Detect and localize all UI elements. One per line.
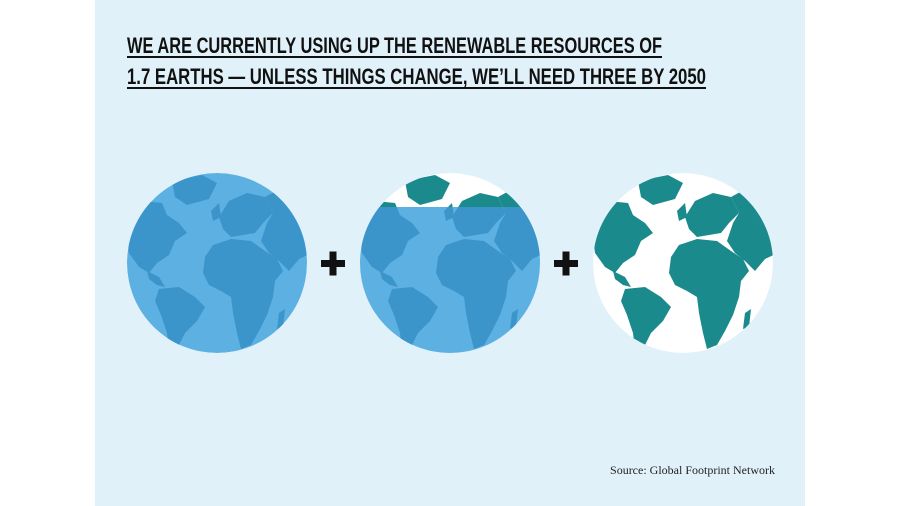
source: Source: Global Footprint Network bbox=[610, 463, 775, 477]
plus-sign bbox=[321, 251, 345, 276]
title-line: WE ARE CURRENTLY USING UP THE RENEWABLE … bbox=[127, 33, 662, 58]
plus-sign bbox=[554, 251, 578, 276]
globe-full bbox=[127, 173, 307, 353]
title-line: 1.7 EARTHS — UNLESS THINGS CHANGE, WE’LL… bbox=[127, 64, 706, 89]
globe-partial bbox=[360, 173, 540, 353]
globe-empty bbox=[593, 173, 773, 353]
